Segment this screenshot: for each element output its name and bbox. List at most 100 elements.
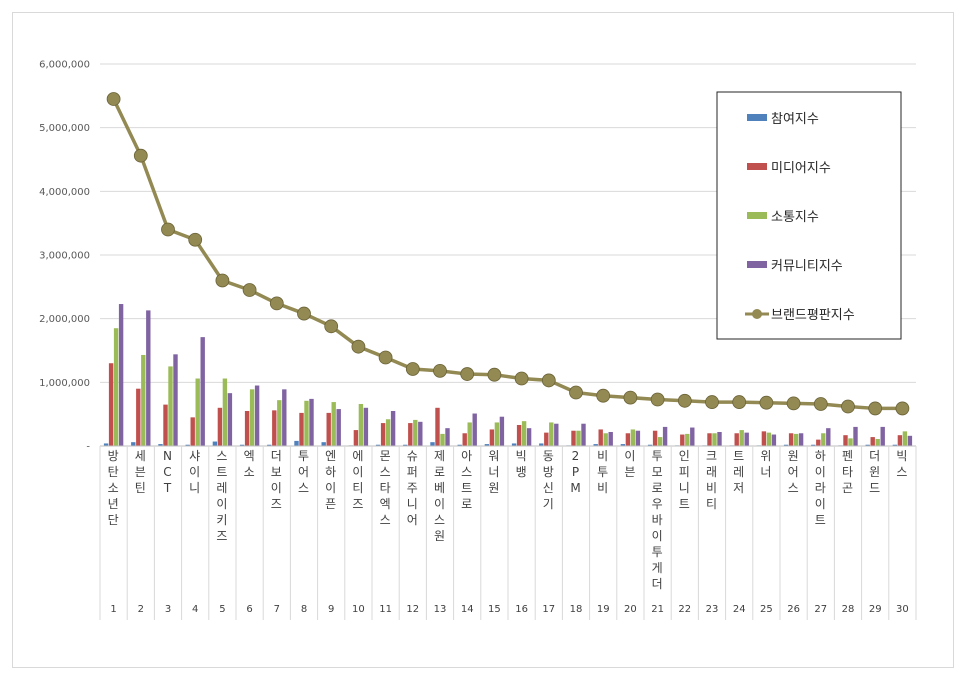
rank-label: 13	[434, 604, 447, 615]
legend-label: 참여지수	[771, 112, 819, 127]
brand-index-point	[813, 397, 828, 411]
bar	[511, 443, 517, 446]
bar	[158, 444, 163, 446]
bar	[272, 410, 277, 446]
bar	[526, 428, 532, 446]
y-tick-label: 2,000,000	[39, 314, 90, 325]
rank-label: 29	[869, 604, 882, 615]
rank-label: 2	[138, 604, 144, 615]
y-tick-label: 5,000,000	[39, 123, 90, 134]
rank-label: 11	[379, 604, 392, 615]
rank-label: 6	[246, 604, 252, 615]
bar	[385, 419, 391, 446]
bar	[336, 409, 341, 446]
rank-label: 10	[352, 604, 365, 615]
bar	[853, 426, 858, 446]
bar	[539, 443, 544, 446]
bar	[571, 430, 576, 446]
bar	[185, 444, 190, 446]
brand-index-point	[324, 319, 339, 334]
bar	[811, 444, 816, 446]
brand-index-point	[487, 367, 502, 382]
brand-index-point	[269, 296, 284, 311]
bar	[690, 427, 695, 446]
bar	[848, 438, 853, 446]
brand-index-point	[759, 395, 774, 410]
bar	[195, 378, 200, 446]
brand-index-point	[650, 392, 665, 407]
legend-swatch	[747, 163, 767, 170]
brand-index-point	[705, 395, 719, 409]
brand-index-point	[677, 393, 692, 408]
brand-index-point	[732, 395, 747, 409]
bar	[254, 385, 260, 446]
bar	[744, 432, 749, 446]
rank-label: 5	[219, 604, 225, 615]
y-tick-label: 4,000,000	[39, 187, 90, 198]
bar	[418, 421, 423, 446]
bar	[902, 431, 908, 446]
bar	[390, 410, 396, 446]
bar	[173, 354, 178, 446]
bar	[603, 433, 608, 446]
bar	[445, 428, 450, 446]
bar	[484, 444, 490, 446]
brand-index-point	[133, 148, 148, 163]
bar	[457, 444, 462, 446]
brand-index-point	[868, 401, 883, 416]
rank-label: 1	[110, 604, 116, 615]
rank-label: 26	[787, 604, 800, 615]
x-axis: 방 탄 소 년 단 1 세 븐 틴 2 N C T 3 샤 이 니 4 스 트 레 이 키 즈 5 엑 소 6 더 보 이 즈 7 투 어 스 8 엔 하 이…	[99, 445, 917, 620]
bar	[113, 328, 119, 446]
brand-index-point	[841, 399, 855, 414]
rank-label: 19	[597, 604, 610, 615]
bar	[712, 433, 717, 446]
rank-label: 23	[706, 604, 719, 615]
bar	[375, 444, 381, 446]
brand-index-point	[541, 373, 556, 388]
bar	[554, 423, 559, 446]
bar	[282, 389, 287, 446]
bar	[635, 430, 641, 446]
bar	[897, 435, 903, 446]
legend-swatch	[747, 212, 767, 219]
bar	[304, 400, 309, 446]
bar	[413, 419, 418, 446]
rank-label: 22	[678, 604, 691, 615]
bar	[141, 354, 146, 446]
bar	[200, 337, 205, 446]
bar	[331, 402, 336, 446]
bar	[309, 398, 314, 446]
bar	[494, 422, 500, 446]
brand-index-point	[569, 385, 583, 400]
rank-label: 8	[301, 604, 307, 615]
rank-label: 15	[488, 604, 501, 615]
bar	[798, 433, 804, 446]
bar	[843, 435, 848, 446]
bar	[472, 413, 477, 446]
rank-label: 12	[406, 604, 419, 615]
rank-label: 27	[814, 604, 827, 615]
bar	[222, 378, 228, 446]
bar	[598, 429, 603, 446]
bar	[168, 366, 173, 446]
bar	[353, 430, 359, 446]
bar	[521, 421, 527, 446]
rank-label: 25	[760, 604, 773, 615]
y-tick-label: -	[86, 442, 90, 453]
legend-swatch	[747, 261, 767, 268]
bar	[430, 442, 435, 446]
bar	[363, 407, 369, 446]
bar	[326, 412, 331, 446]
bar	[761, 431, 767, 446]
